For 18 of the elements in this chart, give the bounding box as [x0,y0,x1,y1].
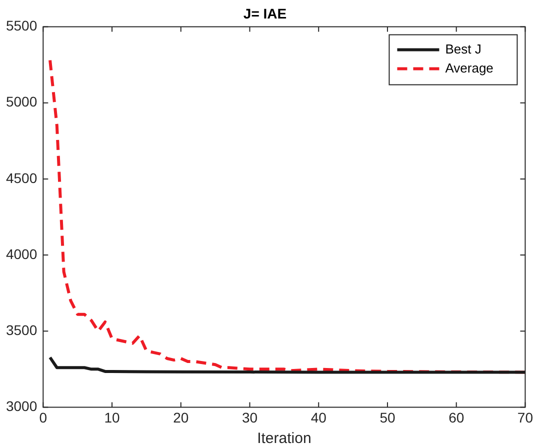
y-tick-label: 5500 [6,18,38,34]
x-tick-label: 60 [448,409,464,426]
y-tick-label: 5000 [6,94,38,110]
chart-title: J= IAE [243,5,287,22]
legend-label: Best J [445,41,482,56]
x-tick-label: 40 [310,409,327,426]
legend-label: Average [445,60,494,76]
x-tick-label: 10 [104,409,120,426]
y-tick-label: 4000 [6,246,38,262]
y-tick-label: 4500 [6,170,38,186]
y-tick-label: 3500 [6,322,38,338]
x-tick-label: 70 [517,409,534,426]
x-tick-label: 50 [380,409,396,426]
y-tick-label: 3000 [6,398,38,414]
x-tick-label: 30 [242,409,258,426]
x-tick-label: 0 [39,409,48,426]
x-tick-label: 20 [173,409,189,426]
x-axis-title: Iteration [257,430,312,448]
